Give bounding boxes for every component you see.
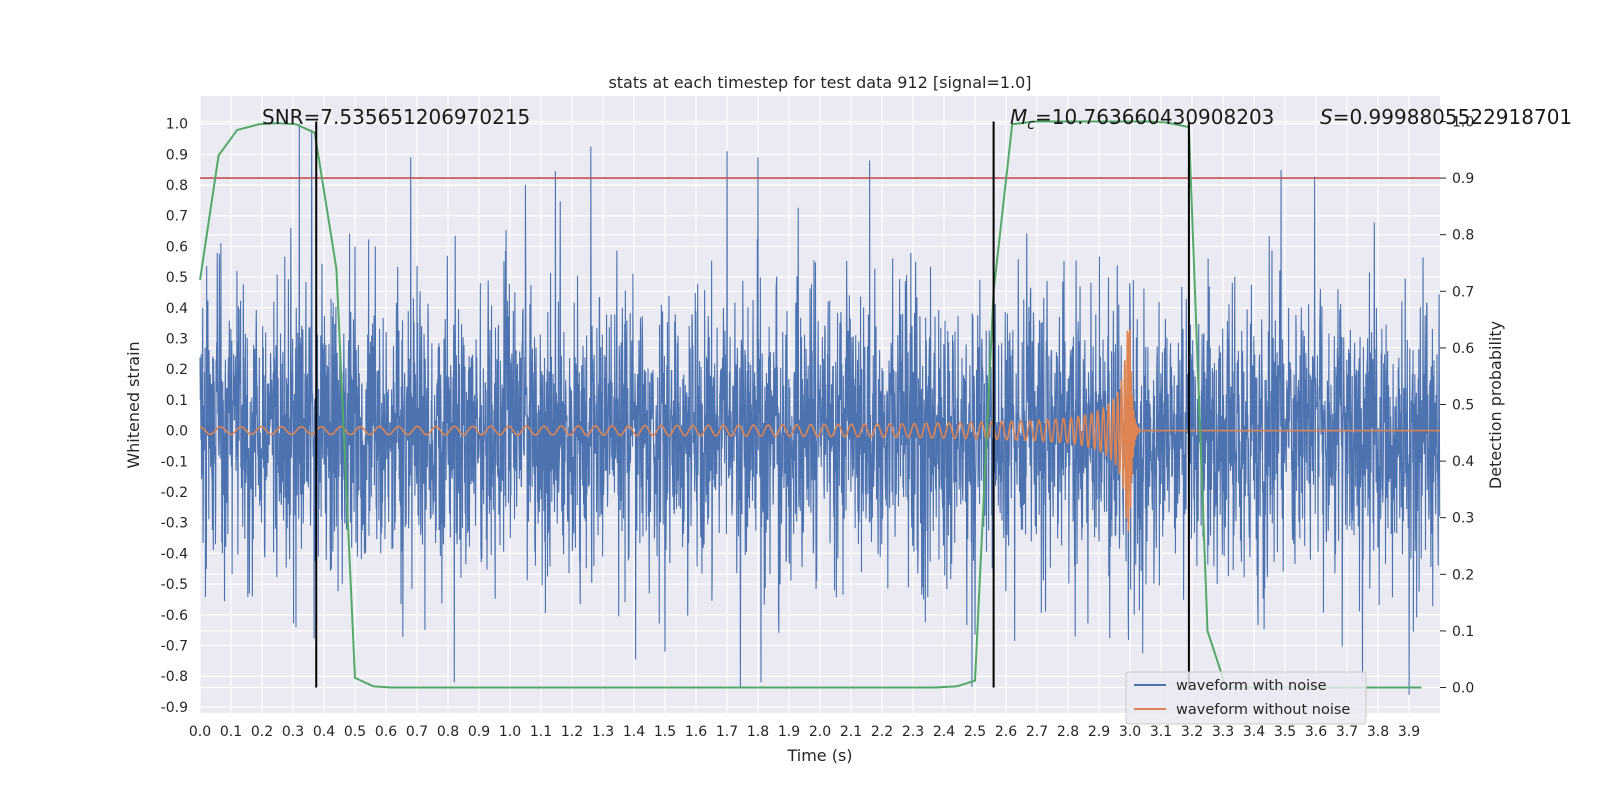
x-tick-label: 0.4	[313, 724, 335, 740]
y-tick-label-left: 0.7	[166, 209, 188, 225]
x-tick-label: 1.7	[716, 724, 738, 740]
y-tick-label-left: -0.2	[161, 485, 188, 501]
chirp-mass-symbol: M	[1010, 105, 1027, 129]
x-tick-label: 2.5	[964, 724, 986, 740]
x-tick-label: 3.9	[1398, 724, 1420, 740]
chirp-mass-subscript: c	[1027, 117, 1035, 133]
y-tick-label-right: 0.3	[1452, 511, 1474, 527]
x-tick-label: 1.6	[685, 724, 707, 740]
series-detection-probability	[199, 120, 1422, 689]
y-tick-label-left: 0.2	[166, 362, 188, 378]
y-tick-label-left: -0.7	[161, 638, 188, 654]
legend-box	[1125, 671, 1367, 725]
x-tick-label: 0.8	[437, 724, 459, 740]
grid	[199, 96, 1440, 713]
x-tick-label: 3.8	[1367, 724, 1389, 740]
waveform-with-noise-line	[199, 123, 1441, 695]
x-tick-label: 0.6	[375, 724, 397, 740]
x-tick-label: 1.1	[530, 724, 552, 740]
x-tick-label: 0.7	[406, 724, 428, 740]
x-tick-label: 0.3	[282, 724, 304, 740]
x-tick-label: 3.1	[1150, 724, 1172, 740]
x-tick-label: 0.5	[344, 724, 366, 740]
y-tick-label-left: -0.6	[161, 608, 188, 624]
x-tick-label: 3.6	[1305, 724, 1327, 740]
x-tick-label: 1.4	[623, 724, 645, 740]
x-tick-label: 3.3	[1212, 724, 1234, 740]
y-tick-labels-left: -0.9 -0.8 -0.7 -0.6 -0.5 -0.4 -0.3 -0.2 -0.1 0.0 0…	[161, 117, 188, 716]
y-tick-label-left: 0.5	[166, 270, 188, 286]
x-tick-label: 1.2	[561, 724, 583, 740]
y-axis-label-right: Detection probability	[1486, 321, 1505, 489]
chirp-mass-value: =10.763660430908203	[1035, 105, 1274, 129]
y-tick-label-left: -0.8	[161, 669, 188, 685]
y-tick-label-left: -0.3	[161, 516, 188, 532]
x-tick-label: 2.0	[809, 724, 831, 740]
score-annotation: S=0.9998805522918701	[1320, 105, 1572, 129]
x-tick-label: 0.0	[189, 724, 211, 740]
x-tick-label: 1.8	[747, 724, 769, 740]
y-tick-labels-right: 0.0 0.1 0.2 0.3 0.4 0.5 0.6 0.7 0.8 0.9 1.0	[1440, 114, 1474, 697]
y-tick-label-left: 0.4	[166, 301, 188, 317]
y-tick-label-left: -0.9	[161, 700, 188, 716]
chirp-mass-annotation: Mc=10.763660430908203	[1010, 105, 1274, 133]
y-tick-label-right: 0.2	[1452, 567, 1474, 583]
chart-title: stats at each timestep for test data 912…	[608, 73, 1031, 92]
y-tick-label-right: 0.8	[1452, 228, 1474, 244]
x-tick-label: 2.1	[840, 724, 862, 740]
y-tick-label-left: 0.6	[166, 239, 188, 255]
score-symbol: S	[1320, 105, 1333, 129]
y-tick-label-right: 0.1	[1452, 624, 1474, 640]
x-tick-label: 2.4	[933, 724, 955, 740]
y-tick-label-right: 0.9	[1452, 171, 1474, 187]
y-tick-label-left: 1.0	[166, 117, 188, 133]
x-tick-label: 1.0	[499, 724, 521, 740]
legend-label-noise: waveform with noise	[1176, 678, 1327, 694]
x-tick-label: 0.9	[468, 724, 490, 740]
y-tick-label-right: 0.4	[1452, 454, 1474, 470]
y-tick-label-left: 0.3	[166, 332, 188, 348]
y-tick-label-left: 0.1	[166, 393, 188, 409]
snr-annotation: SNR=7.535651206970215	[262, 105, 530, 129]
y-tick-label-left: -0.5	[161, 577, 188, 593]
x-tick-label: 2.7	[1026, 724, 1048, 740]
y-tick-label-left: -0.1	[161, 454, 188, 470]
legend-label-clean: waveform without noise	[1176, 702, 1350, 718]
y-tick-label-left: 0.8	[166, 178, 188, 194]
x-tick-label: 3.4	[1243, 724, 1265, 740]
vertical-markers	[315, 121, 1190, 688]
x-tick-label: 3.5	[1274, 724, 1296, 740]
x-tick-label: 2.2	[871, 724, 893, 740]
x-tick-label: 2.6	[995, 724, 1017, 740]
x-tick-label: 1.5	[654, 724, 676, 740]
legend: waveform with noise waveform without noi…	[1125, 671, 1367, 725]
series-waveform-with-noise	[199, 123, 1441, 695]
y-tick-label-right: 0.0	[1452, 681, 1474, 697]
x-tick-label: 2.8	[1057, 724, 1079, 740]
x-tick-label: 2.3	[902, 724, 924, 740]
waveform-without-noise-line	[200, 329, 1440, 532]
y-tick-label-left: 0.0	[166, 424, 188, 440]
x-tick-label: 1.9	[778, 724, 800, 740]
y-tick-label-left: -0.4	[161, 546, 188, 562]
x-tick-label: 3.0	[1119, 724, 1141, 740]
x-tick-label: 3.2	[1181, 724, 1203, 740]
score-value: =0.9998805522918701	[1333, 105, 1572, 129]
detection-probability-line	[199, 120, 1422, 689]
y-tick-label-right: 1.0	[1452, 114, 1474, 130]
y-tick-label-right: 0.5	[1452, 398, 1474, 414]
x-axis-label: Time (s)	[786, 746, 852, 765]
x-tick-label: 0.2	[251, 724, 273, 740]
y-tick-label-right: 0.7	[1452, 284, 1474, 300]
y-axis-label-left: Whitened strain	[124, 341, 143, 468]
x-tick-label: 1.3	[592, 724, 614, 740]
y-tick-label-left: 0.9	[166, 147, 188, 163]
y-tick-label-right: 0.6	[1452, 341, 1474, 357]
series-waveform-without-noise	[200, 329, 1440, 532]
x-tick-labels: 0.0 0.1 0.2 0.3 0.4 0.5 0.6 0.7 0.8 0.9 1.0 1.1 1.2 1…	[189, 724, 1420, 740]
x-tick-label: 3.7	[1336, 724, 1358, 740]
x-tick-label: 0.1	[220, 724, 242, 740]
x-tick-label: 2.9	[1088, 724, 1110, 740]
